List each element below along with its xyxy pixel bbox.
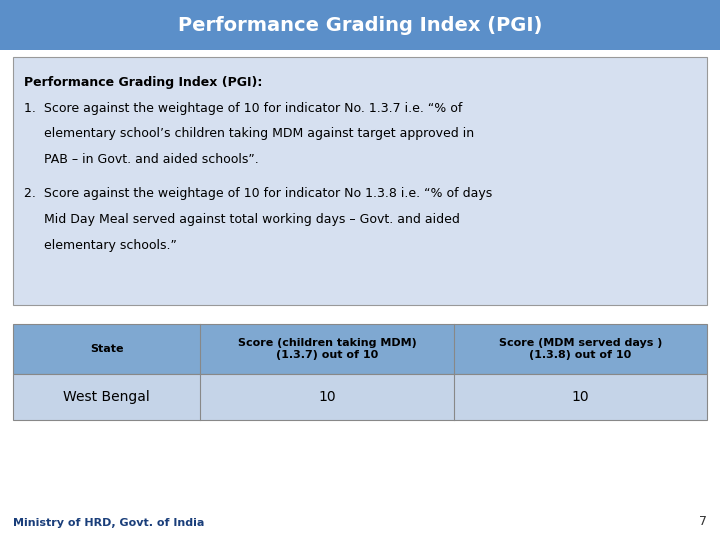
Text: Ministry of HRD, Govt. of India: Ministry of HRD, Govt. of India <box>13 518 204 528</box>
Text: 1.  Score against the weightage of 10 for indicator No. 1.3.7 i.e. “% of: 1. Score against the weightage of 10 for… <box>24 102 462 114</box>
FancyBboxPatch shape <box>13 324 707 374</box>
Text: 2.  Score against the weightage of 10 for indicator No 1.3.8 i.e. “% of days: 2. Score against the weightage of 10 for… <box>24 187 492 200</box>
Text: 10: 10 <box>572 390 589 404</box>
FancyBboxPatch shape <box>13 374 707 420</box>
Text: Performance Grading Index (PGI): Performance Grading Index (PGI) <box>178 16 542 35</box>
Text: 7: 7 <box>699 515 707 528</box>
Text: West Bengal: West Bengal <box>63 390 150 404</box>
Text: elementary school’s children taking MDM against target approved in: elementary school’s children taking MDM … <box>24 127 474 140</box>
Text: State: State <box>90 344 123 354</box>
Text: Mid Day Meal served against total working days – Govt. and aided: Mid Day Meal served against total workin… <box>24 213 459 226</box>
Text: elementary schools.”: elementary schools.” <box>24 239 176 252</box>
Text: Score (children taking MDM)
(1.3.7) out of 10: Score (children taking MDM) (1.3.7) out … <box>238 338 416 360</box>
FancyBboxPatch shape <box>0 0 720 50</box>
Text: Score (MDM served days )
(1.3.8) out of 10: Score (MDM served days ) (1.3.8) out of … <box>499 338 662 360</box>
Text: PAB – in Govt. and aided schools”.: PAB – in Govt. and aided schools”. <box>24 153 258 166</box>
FancyBboxPatch shape <box>13 57 707 305</box>
Text: 10: 10 <box>318 390 336 404</box>
Text: Performance Grading Index (PGI):: Performance Grading Index (PGI): <box>24 76 262 89</box>
